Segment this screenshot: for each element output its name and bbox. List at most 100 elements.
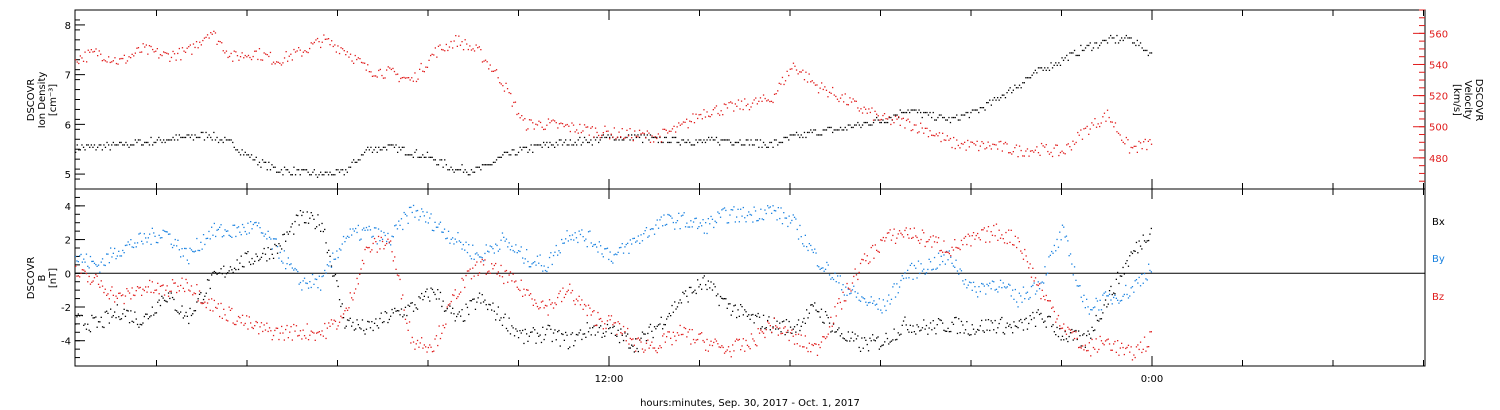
velocity-point: [582, 130, 584, 132]
by-point: [244, 230, 246, 233]
velocity-point: [942, 132, 944, 134]
by-point: [422, 211, 424, 213]
bx-point: [1024, 318, 1026, 321]
by-point: [995, 288, 998, 290]
velocity-point: [916, 132, 919, 134]
x-axis-ticks: 12:00 0:00: [156, 10, 1424, 385]
by-point: [1051, 250, 1053, 253]
density-point: [130, 144, 132, 146]
bz-point: [985, 241, 987, 243]
bz-point: [727, 346, 730, 348]
by-point: [893, 283, 895, 285]
bx-point: [901, 324, 903, 326]
density-point: [653, 136, 655, 139]
bz-point: [240, 322, 242, 324]
velocity-point: [125, 62, 127, 64]
bz-point: [948, 252, 950, 255]
by-point: [157, 242, 159, 244]
bx-point: [732, 310, 734, 312]
bz-point: [621, 333, 623, 335]
by-point: [192, 250, 194, 253]
velocity-point: [612, 136, 614, 138]
bz-point: [97, 283, 100, 285]
velocity-point: [802, 69, 804, 71]
by-point: [139, 232, 141, 234]
by-point: [994, 289, 996, 291]
by-point: [173, 244, 175, 247]
bz-point: [530, 293, 532, 295]
bz-point: [986, 230, 988, 232]
bx-point: [122, 313, 124, 315]
velocity-point: [483, 60, 485, 62]
by-point: [322, 275, 324, 277]
velocity-point: [152, 48, 154, 51]
velocity-point: [736, 105, 738, 107]
bx-point: [138, 326, 140, 328]
by-point: [613, 254, 615, 256]
by-point: [682, 214, 684, 216]
bx-point: [921, 327, 924, 329]
velocity-point: [1121, 139, 1123, 141]
velocity-point: [894, 115, 897, 117]
bx-point: [587, 331, 590, 333]
bz-point: [575, 298, 578, 300]
bz-point: [691, 329, 693, 331]
velocity-point: [159, 54, 162, 56]
velocity-point: [676, 126, 678, 128]
velocity-point: [860, 108, 862, 110]
bx-point: [403, 314, 405, 316]
bz-point: [536, 305, 539, 308]
density-point: [513, 149, 515, 151]
velocity-point: [1095, 126, 1098, 128]
by-point: [982, 283, 984, 285]
by-point: [1129, 295, 1131, 297]
bx-point: [543, 338, 545, 341]
density-point: [469, 174, 471, 176]
density-point: [810, 129, 812, 131]
bz-point: [585, 305, 587, 307]
bz-point: [950, 255, 952, 257]
bx-point: [753, 322, 755, 324]
by-point: [505, 238, 508, 240]
velocity-point: [913, 124, 915, 126]
bx-point: [151, 306, 153, 308]
density-point: [316, 176, 319, 178]
bx-point: [493, 310, 495, 312]
density-point: [945, 119, 947, 121]
density-point: [241, 149, 243, 151]
velocity-point: [759, 97, 762, 99]
bx-point: [92, 317, 94, 319]
bz-point: [795, 333, 797, 336]
density-point: [605, 136, 608, 139]
bx-point: [861, 337, 863, 339]
bx-point: [435, 298, 438, 300]
bz-point: [225, 319, 228, 321]
bz-point: [1133, 354, 1135, 356]
bx-point: [1117, 271, 1119, 274]
density-point: [850, 126, 853, 129]
bz-point: [749, 348, 751, 350]
velocity-point: [810, 81, 812, 83]
by-point: [718, 212, 720, 215]
density-point: [604, 136, 606, 139]
density-point: [739, 139, 741, 141]
velocity-point: [1094, 118, 1096, 120]
by-point: [1091, 309, 1093, 311]
bz-point: [933, 241, 936, 243]
bx-point: [158, 299, 160, 301]
velocity-point: [645, 137, 647, 139]
bx-point: [966, 321, 968, 323]
bz-point: [706, 338, 708, 341]
density-point: [723, 139, 725, 141]
by-point: [820, 267, 823, 269]
velocity-point: [824, 86, 826, 88]
by-point: [307, 287, 310, 289]
velocity-point: [1044, 146, 1046, 148]
bx-point: [416, 308, 419, 310]
density-point: [1000, 97, 1002, 99]
bx-point: [705, 284, 707, 286]
by-point: [528, 266, 530, 268]
density-point: [750, 139, 752, 141]
bz-point: [262, 330, 264, 333]
bz-point: [435, 335, 438, 337]
